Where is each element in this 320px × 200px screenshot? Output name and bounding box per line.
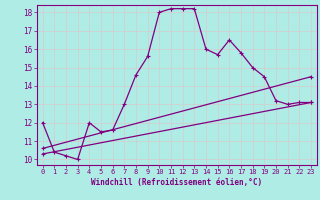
- X-axis label: Windchill (Refroidissement éolien,°C): Windchill (Refroidissement éolien,°C): [91, 178, 262, 187]
